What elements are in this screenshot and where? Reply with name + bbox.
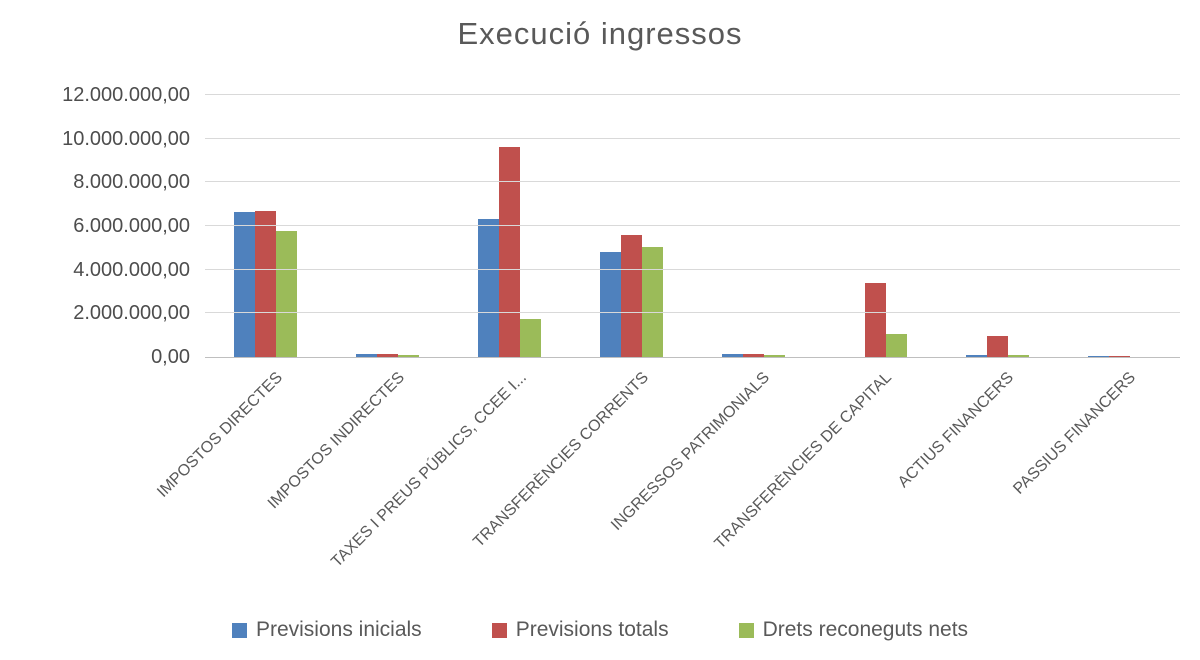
x-axis-category-label: IMPOSTOS INDIRECTES (264, 369, 408, 513)
bar (1007, 355, 1029, 357)
y-axis-tick-label: 0,00 (151, 346, 190, 368)
bar-group (327, 95, 449, 357)
bar (1108, 356, 1130, 357)
bar-group (571, 95, 693, 357)
legend-item: Previsions inicials (231, 618, 422, 642)
gridline (205, 94, 1180, 95)
bar (520, 319, 542, 357)
bar (478, 219, 500, 357)
bar (398, 355, 420, 357)
legend-label: Previsions totals (515, 618, 669, 641)
bar (742, 354, 764, 357)
bar (965, 355, 987, 357)
bar (721, 354, 743, 357)
y-axis-tick-label: 6.000.000,00 (73, 215, 190, 237)
bar (621, 235, 643, 357)
legend-label: Drets reconeguts nets (762, 618, 969, 641)
bar (255, 211, 277, 357)
bar-group (205, 95, 327, 357)
x-axis-category-label: INGRESSOS PATRIMONIALS (608, 369, 774, 534)
x-axis-category-label: IMPOSTOS DIRECTES (154, 369, 286, 501)
legend-swatch-icon (738, 622, 754, 638)
legend-swatch-icon (231, 622, 247, 638)
bar (763, 355, 785, 357)
bar-group (936, 95, 1058, 357)
chart-title: Execució ingressos (457, 16, 743, 51)
y-axis-tick-label: 2.000.000,00 (73, 302, 190, 325)
bar-group (814, 95, 936, 357)
x-axis-category-label: TAXES I PREUS PÚBLICS, CCEE I... (328, 369, 530, 571)
bar (499, 147, 521, 357)
x-axis-category-label: TRANSFERÈNCIES CORRENTS (469, 369, 652, 551)
legend-swatch-icon (491, 622, 507, 638)
x-axis-category-label: PASSIUS FINANCERS (1010, 369, 1140, 498)
y-axis-tick-label: 8.000.000,00 (73, 171, 190, 194)
gridline (205, 225, 1180, 226)
y-axis-tick-label: 12.000.000,00 (62, 84, 190, 106)
legend-label: Previsions inicials (255, 618, 422, 641)
bar-groups (205, 95, 1180, 357)
x-axis-category-label: ACTIUS FINANCERS (895, 369, 1018, 492)
bar (1087, 356, 1109, 357)
bar (642, 247, 664, 357)
y-axis-tick-label: 4.000.000,00 (73, 258, 190, 281)
bar (234, 212, 256, 357)
gridline (205, 137, 1180, 139)
bar-group (693, 95, 815, 357)
gridline (205, 268, 1180, 270)
bar (600, 252, 622, 357)
bar (276, 231, 298, 357)
legend-item: Drets reconeguts nets (738, 618, 969, 642)
bar (377, 354, 399, 357)
gridline (205, 181, 1180, 183)
bar-group (449, 95, 571, 357)
legend: Previsions inicials Previsions totals Dret… (0, 618, 1200, 642)
bar (356, 354, 378, 357)
bar-group (1058, 95, 1180, 357)
y-axis-tick-label: 10.000.000,00 (62, 127, 190, 150)
bar (885, 334, 907, 357)
bar (864, 283, 886, 357)
bar (986, 336, 1008, 357)
gridline (205, 312, 1180, 314)
plot-area (205, 94, 1180, 358)
legend-item: Previsions totals (491, 618, 669, 642)
x-axis-category-label: TRANSFERÈNCIES DE CAPITAL (711, 369, 896, 553)
